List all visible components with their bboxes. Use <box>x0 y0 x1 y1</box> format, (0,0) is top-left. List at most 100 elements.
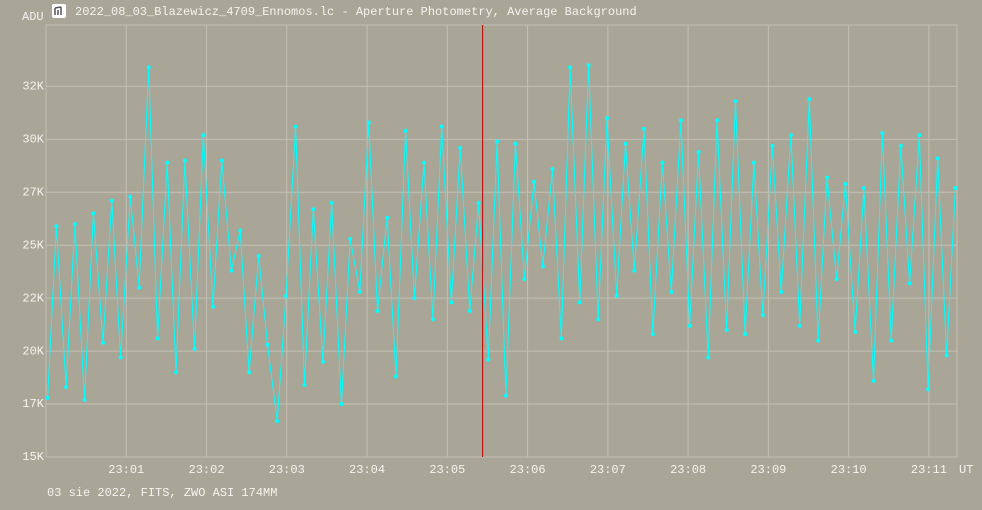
data-point <box>339 402 344 407</box>
data-point <box>824 175 829 180</box>
data-point <box>192 347 197 351</box>
data-point <box>128 194 133 199</box>
data-point <box>678 118 683 123</box>
data-point <box>586 63 591 68</box>
data-point <box>889 338 894 343</box>
data-point <box>503 393 508 398</box>
data-point <box>422 160 427 165</box>
data-point <box>458 145 463 150</box>
y-tick-label: 22K <box>22 291 44 305</box>
data-point <box>522 277 527 282</box>
data-point <box>907 281 912 286</box>
data-point <box>293 124 298 129</box>
data-point <box>944 353 949 358</box>
x-tick-label: 23:10 <box>831 463 867 477</box>
data-point <box>210 304 215 309</box>
y-tick-label: 17K <box>22 397 44 411</box>
data-point <box>219 158 224 163</box>
data-point <box>412 296 417 301</box>
data-point <box>861 186 866 191</box>
x-tick-label: 23:03 <box>269 463 305 477</box>
data-point <box>953 186 958 191</box>
y-tick-label: 32K <box>22 80 44 94</box>
data-point <box>486 357 491 362</box>
data-point <box>641 126 646 131</box>
data-point <box>357 289 362 294</box>
data-point <box>687 323 692 328</box>
data-point <box>348 236 353 241</box>
data-point <box>660 160 665 165</box>
data-point <box>165 160 170 165</box>
data-point <box>82 397 87 402</box>
footer: 03 sie 2022, FITS, ZWO ASI 174MM <box>47 486 277 500</box>
data-point <box>109 198 114 203</box>
data-point <box>733 99 738 104</box>
data-point <box>430 317 435 322</box>
data-point <box>64 385 69 390</box>
data-point <box>385 215 390 220</box>
data-point <box>54 224 59 229</box>
data-point <box>495 139 500 144</box>
data-point <box>760 313 765 318</box>
data-point <box>118 355 123 360</box>
x-tick-label: 23:01 <box>108 463 144 477</box>
data-point <box>320 359 325 364</box>
y-tick-label: 25K <box>22 238 44 252</box>
y-tick-label: 15K <box>22 450 44 464</box>
data-point <box>540 264 545 269</box>
data-point <box>596 317 601 322</box>
x-axis-label: UT <box>959 463 973 477</box>
data-point <box>467 308 472 313</box>
data-point <box>100 340 105 345</box>
data-point <box>917 133 922 138</box>
data-point <box>532 179 537 184</box>
data-point <box>715 118 720 123</box>
x-tick-label: 23:05 <box>429 463 465 477</box>
y-tick-label: 27K <box>22 185 44 199</box>
data-point <box>743 332 748 337</box>
data-point <box>91 211 96 216</box>
plot-area <box>45 24 958 458</box>
data-point <box>476 200 481 205</box>
data-point <box>568 65 573 70</box>
x-tick-label: 23:02 <box>189 463 225 477</box>
data-point <box>816 338 821 343</box>
data-point <box>935 156 940 161</box>
data-line <box>47 65 956 422</box>
x-tick-label: 23:06 <box>510 463 546 477</box>
y-tick-label: 30K <box>22 133 44 147</box>
data-point <box>403 128 408 133</box>
y-tick-label: 20K <box>22 344 44 358</box>
data-point <box>329 200 334 205</box>
data-point <box>393 374 398 379</box>
data-point <box>706 355 711 360</box>
data-point <box>256 253 261 258</box>
data-point <box>898 143 903 148</box>
data-point <box>201 133 206 138</box>
data-point <box>45 395 50 400</box>
data-point <box>788 133 793 138</box>
y-axis-label: ADU <box>22 10 44 24</box>
data-point <box>696 150 701 155</box>
data-point <box>229 268 234 273</box>
data-point <box>926 387 931 392</box>
data-point <box>275 419 280 423</box>
data-point <box>605 116 610 121</box>
data-point <box>779 289 784 294</box>
data-point <box>650 332 655 337</box>
data-point <box>247 370 252 375</box>
data-point <box>669 289 674 294</box>
data-point <box>632 268 637 273</box>
data-point <box>550 167 555 171</box>
data-point <box>559 336 564 341</box>
data-point <box>146 65 151 70</box>
data-point <box>513 141 518 146</box>
data-point <box>843 181 848 186</box>
chart-title: 2022_08_03_Blazewicz_4709_Ennomos.lc - A… <box>75 5 637 19</box>
data-point <box>137 285 142 290</box>
data-point <box>283 294 288 299</box>
data-point <box>880 131 885 135</box>
app-icon <box>52 4 66 18</box>
x-tick-label: 23:04 <box>349 463 385 477</box>
data-point <box>623 141 628 146</box>
